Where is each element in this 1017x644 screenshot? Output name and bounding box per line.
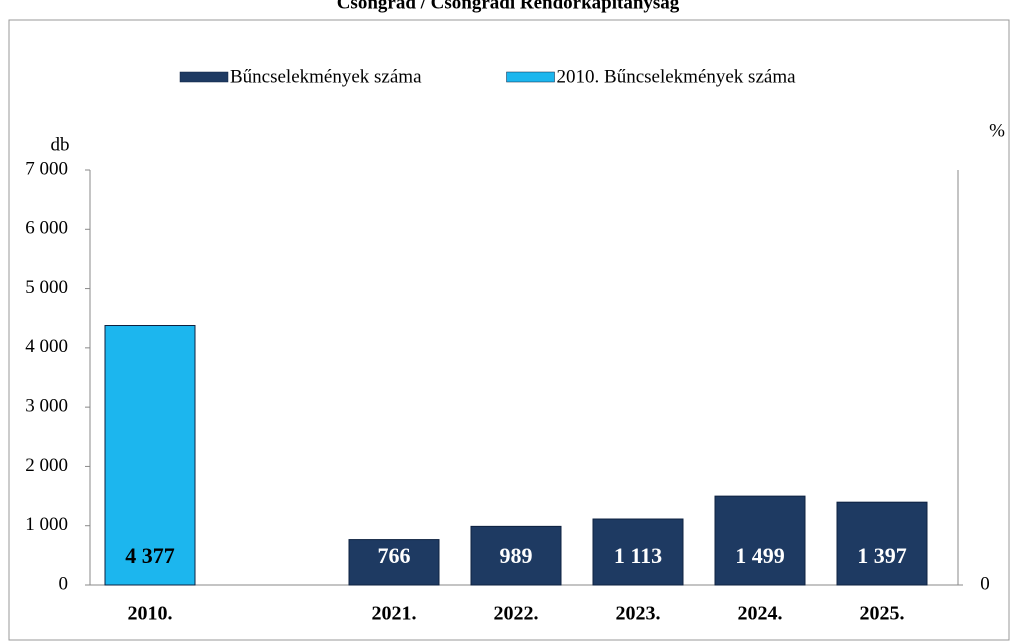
x-tick-label: 2010. <box>128 603 173 625</box>
y2-tick-label: 0 <box>980 573 990 594</box>
y-axis-label: db <box>51 134 70 155</box>
y-tick-label: 5 000 <box>25 277 68 298</box>
y-tick-label: 2 000 <box>25 455 68 476</box>
x-tick-label: 2025. <box>860 603 905 625</box>
value-label: 766 <box>378 543 411 568</box>
legend-swatch <box>506 71 555 83</box>
bar <box>836 501 928 586</box>
chart-title: Csongrád / Csongrádi Rendőrkapitányság <box>337 0 680 13</box>
y-tick-label: 4 000 <box>25 336 68 357</box>
y-tick-label: 0 <box>59 573 69 594</box>
y-tick-label: 3 000 <box>25 396 68 417</box>
chart-border <box>8 19 1010 641</box>
x-tick-label: 2021. <box>372 603 417 625</box>
bar <box>592 518 684 586</box>
value-label: 4 377 <box>125 543 175 568</box>
value-label: 1 499 <box>735 543 785 568</box>
legend-swatch <box>179 71 229 83</box>
bar <box>470 525 562 586</box>
value-label: 1 113 <box>614 543 662 568</box>
legend-label: 2010. Bűncselekmények száma <box>557 66 797 87</box>
y-tick-label: 6 000 <box>25 218 68 239</box>
y-tick-label: 7 000 <box>25 158 68 179</box>
x-tick-label: 2022. <box>494 603 539 625</box>
y2-axis-label: % <box>989 120 1005 141</box>
legend-label: Bűncselekmények száma <box>230 66 422 87</box>
bar <box>104 325 196 586</box>
value-label: 989 <box>500 543 533 568</box>
x-tick-label: 2024. <box>738 603 783 625</box>
value-label: 1 397 <box>857 543 907 568</box>
bar <box>348 539 440 586</box>
x-tick-label: 2023. <box>616 603 661 625</box>
y-tick-label: 1 000 <box>25 514 68 535</box>
bar <box>714 495 806 586</box>
